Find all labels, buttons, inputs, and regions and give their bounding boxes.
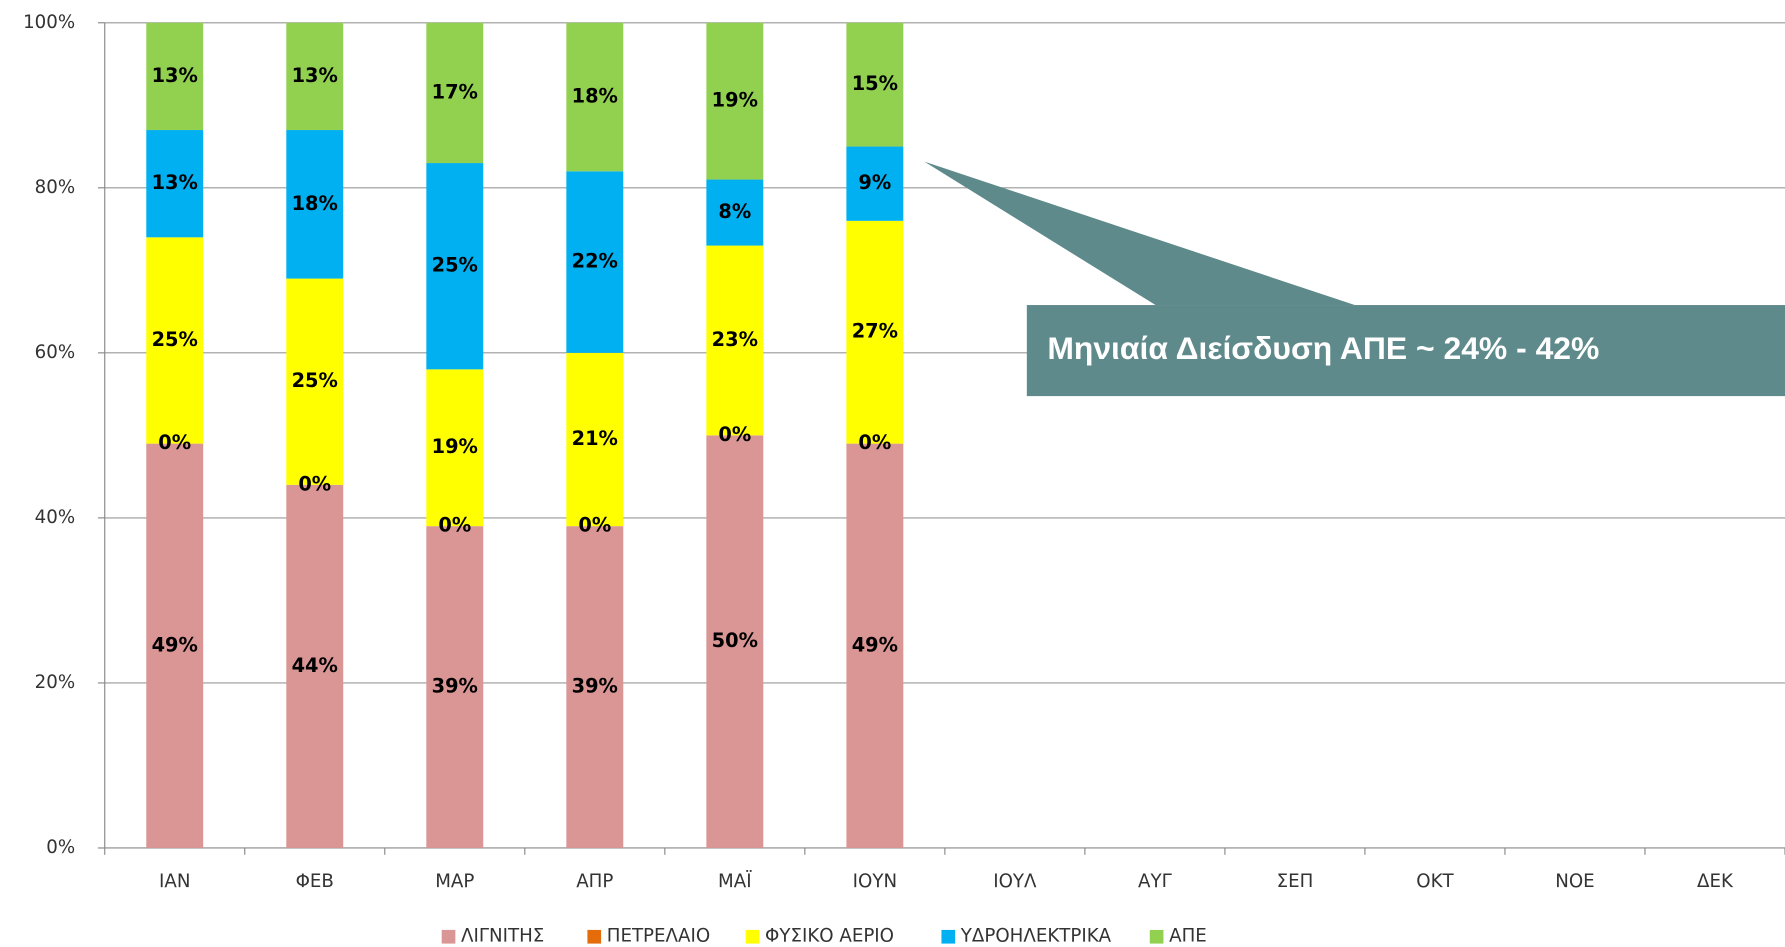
bar-segment	[846, 22, 904, 147]
bar-segment	[706, 179, 764, 246]
data-label: 21%	[572, 427, 618, 450]
data-label: 25%	[292, 369, 338, 392]
legend-label: ΥΔΡΟΗΛΕΚΤΡΙΚΑ	[960, 926, 1112, 947]
data-label: 19%	[712, 89, 758, 112]
data-label: 0%	[718, 423, 751, 446]
data-label: 18%	[572, 85, 618, 108]
bar-segment	[846, 146, 904, 221]
y-tick-label: 0%	[46, 837, 75, 858]
x-tick-label: ΙΟΥΝ	[853, 871, 897, 892]
data-label: 18%	[292, 192, 338, 215]
data-label: 50%	[712, 629, 758, 652]
bar-segment	[426, 369, 484, 527]
data-label: 22%	[572, 250, 618, 273]
x-tick-label: ΣΕΠ	[1277, 871, 1314, 892]
bar-segment	[426, 163, 484, 370]
x-tick-label: ΑΥΓ	[1138, 871, 1173, 892]
data-label: 39%	[572, 675, 618, 698]
bar-segment	[286, 484, 344, 848]
x-tick-label: ΔΕΚ	[1697, 871, 1734, 892]
bar-segment	[146, 130, 204, 238]
bar-segment	[846, 443, 904, 848]
y-tick-label: 80%	[35, 177, 75, 198]
data-label: 0%	[298, 472, 331, 495]
bar-segment	[146, 22, 204, 131]
legend-label: ΠΕΤΡΕΛΑΙΟ	[607, 926, 710, 947]
data-label: 0%	[578, 514, 611, 537]
bar-segment	[146, 443, 204, 848]
data-label: 44%	[292, 654, 338, 677]
bar-segment	[146, 237, 204, 444]
bar-segment	[706, 435, 764, 848]
y-tick-label: 100%	[23, 12, 75, 33]
y-tick-label: 40%	[35, 507, 75, 528]
data-label: 0%	[858, 431, 891, 454]
bar-segment	[566, 352, 624, 527]
bar-segment	[426, 22, 484, 164]
data-label: 19%	[432, 435, 478, 458]
data-label: 15%	[852, 72, 898, 95]
legend-swatch	[587, 929, 602, 944]
bar-segment	[566, 22, 624, 172]
legend-swatch	[1149, 929, 1164, 944]
bar-segment	[846, 220, 904, 444]
bar-segment	[706, 245, 764, 436]
x-tick-label: ΑΠΡ	[576, 871, 613, 892]
data-label: 25%	[152, 328, 198, 351]
bar-segment	[286, 130, 344, 279]
legend-label: ΑΠΕ	[1169, 926, 1207, 947]
data-label: 13%	[152, 64, 198, 87]
x-tick-label: ΦΕΒ	[296, 871, 334, 892]
data-label: 49%	[852, 633, 898, 656]
data-label: 9%	[858, 171, 891, 194]
y-tick-label: 60%	[35, 342, 75, 363]
x-tick-label: ΙΑΝ	[159, 871, 190, 892]
data-label: 39%	[432, 675, 478, 698]
x-tick-label: ΙΟΥΛ	[993, 871, 1037, 892]
data-label: 13%	[152, 171, 198, 194]
legend-swatch	[745, 929, 760, 944]
data-label: 49%	[152, 633, 198, 656]
y-tick-label: 20%	[35, 672, 75, 693]
data-label: 27%	[852, 320, 898, 343]
x-tick-label: ΝΟΕ	[1555, 871, 1594, 892]
data-label: 25%	[432, 254, 478, 277]
data-label: 8%	[718, 200, 751, 223]
legend-label: ΛΙΓΝΙΤΗΣ	[461, 926, 544, 947]
data-label: 17%	[432, 80, 478, 103]
bar-segment	[426, 526, 484, 848]
bar-segment	[566, 171, 624, 353]
bar-segment	[286, 278, 344, 485]
annotation: Μηνιαία Διείσδυση ΑΠΕ ~ 24% - 42%	[1047, 330, 1599, 366]
callout-pointer	[924, 161, 1355, 306]
legend-swatch	[941, 929, 956, 944]
legend-swatch	[441, 929, 456, 944]
bar-segment	[706, 22, 764, 180]
data-label: 0%	[158, 431, 191, 454]
data-label: 13%	[292, 64, 338, 87]
callout-box	[1026, 305, 1785, 397]
x-tick-label: ΜΑΪ	[718, 871, 752, 892]
x-tick-label: ΜΑΡ	[435, 871, 474, 892]
x-tick-label: ΟΚΤ	[1416, 871, 1454, 892]
data-label: 0%	[438, 514, 471, 537]
bar-segment	[566, 526, 624, 848]
data-label: 23%	[712, 328, 758, 351]
bar-segment	[286, 22, 344, 131]
legend-label: ΦΥΣΙΚΟ ΑΕΡΙΟ	[765, 926, 894, 947]
